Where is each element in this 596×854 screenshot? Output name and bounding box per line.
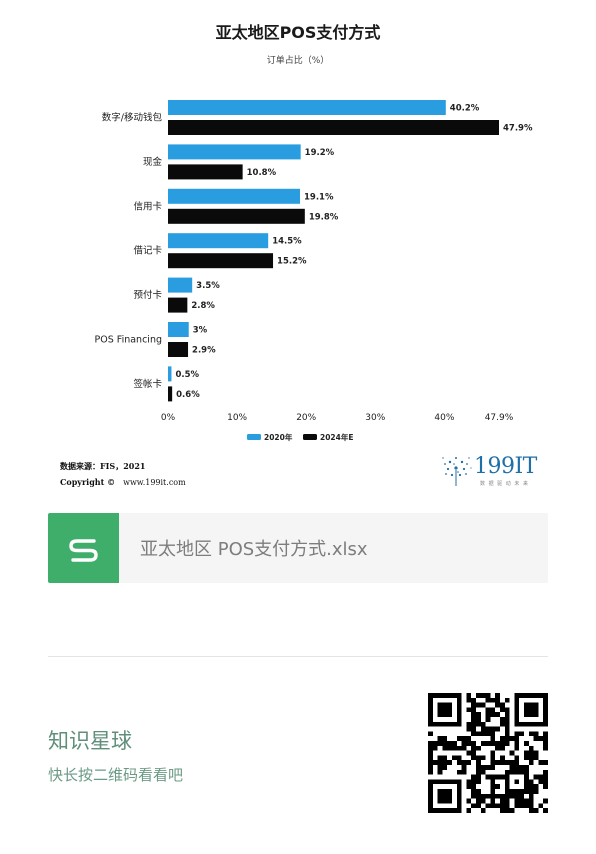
x-axis: 0% 10% 20% 30% 40% 47.9%	[161, 413, 514, 423]
bar-2020	[168, 322, 189, 337]
category-label: 现金	[143, 156, 163, 168]
data-label: 0.5%	[175, 370, 199, 380]
legend-label: 2020年	[264, 432, 293, 442]
chart-title: 亚太地区POS支付方式	[216, 23, 381, 42]
x-tick-label: 20%	[296, 413, 316, 423]
x-tick-label: 47.9%	[485, 413, 514, 423]
category-label: 信用卡	[133, 200, 162, 212]
category-label: 借记卡	[133, 245, 162, 257]
category-label: POS Financing	[95, 335, 162, 346]
legend-label: 2024年E	[320, 432, 354, 442]
data-label: 19.8%	[309, 212, 339, 222]
source-line: 数据来源：FIS，2021	[60, 461, 146, 471]
bar-2020	[168, 188, 300, 204]
data-label: 15.2%	[277, 257, 307, 267]
data-label: 3.5%	[196, 281, 220, 291]
bar-2020	[168, 233, 269, 249]
bar-2024e	[168, 208, 305, 224]
legend: 2020年 2024年E	[247, 432, 354, 442]
bars-layer: 数字/移动钱包 40.2% 47.9% 现金 19.2% 10.8% 信用卡 19.1% 19.…	[95, 100, 533, 402]
source-url[interactable]: www.199it.com	[123, 478, 186, 487]
bar-2024e	[168, 297, 188, 313]
bar-2024e	[168, 342, 189, 357]
bar-2024e	[168, 253, 274, 269]
legend-swatch	[303, 434, 317, 440]
bar-2020	[168, 277, 193, 293]
x-tick-label: 10%	[227, 413, 247, 423]
planet-title: 知识星球	[48, 729, 132, 753]
category-label: 数字/移动钱包	[102, 112, 163, 124]
file-attachment-card[interactable]: 亚太地区 POS支付方式.xlsx	[48, 513, 548, 583]
qr-code-icon[interactable]	[428, 693, 548, 813]
bar-2020	[168, 100, 446, 115]
bar-2024e	[168, 386, 173, 402]
planet-subtitle: 快长按二维码看看吧	[48, 766, 184, 784]
x-tick-label: 40%	[434, 413, 454, 423]
data-label: 3%	[193, 326, 208, 336]
copyright-line: Copyright © www.199it.com	[60, 474, 186, 491]
brand-logo: 199IT 数 据 驱 动 未 来	[440, 452, 550, 492]
spreadsheet-s-icon	[48, 513, 119, 583]
bar-2020	[168, 144, 301, 160]
chart-subtitle: 订单占比（%）	[267, 54, 330, 66]
x-tick-label: 0%	[161, 413, 176, 423]
source-note: 数据来源：FIS，2021 Copyright © www.199it.com	[60, 458, 186, 491]
category-label: 预付卡	[133, 289, 162, 301]
bar-2024e	[168, 120, 499, 135]
category-label: 签帐卡	[133, 378, 162, 390]
data-label: 19.2%	[305, 148, 335, 158]
data-label: 2.9%	[192, 346, 216, 356]
copyright-text: Copyright ©	[60, 477, 116, 487]
data-label: 0.6%	[176, 390, 200, 400]
bar-chart: 亚太地区POS支付方式 订单占比（%） 数字/移动钱包 40.2% 47.9% 现金 1…	[95, 23, 533, 442]
logo-tagline: 数 据 驱 动 未 来	[480, 481, 529, 487]
data-label: 2.8%	[191, 301, 215, 311]
dandelion-icon	[442, 457, 472, 486]
x-tick-label: 30%	[365, 413, 385, 423]
data-label: 47.9%	[503, 124, 533, 134]
legend-swatch	[247, 434, 261, 440]
logo-text: 199IT	[474, 454, 537, 479]
data-label: 10.8%	[247, 168, 277, 178]
section-divider	[48, 656, 548, 657]
bar-2024e	[168, 164, 243, 180]
file-name: 亚太地区 POS支付方式.xlsx	[140, 539, 368, 560]
data-label: 19.1%	[304, 192, 334, 202]
bar-2020	[168, 366, 172, 382]
data-label: 14.5%	[272, 237, 302, 247]
data-label: 40.2%	[450, 104, 480, 114]
